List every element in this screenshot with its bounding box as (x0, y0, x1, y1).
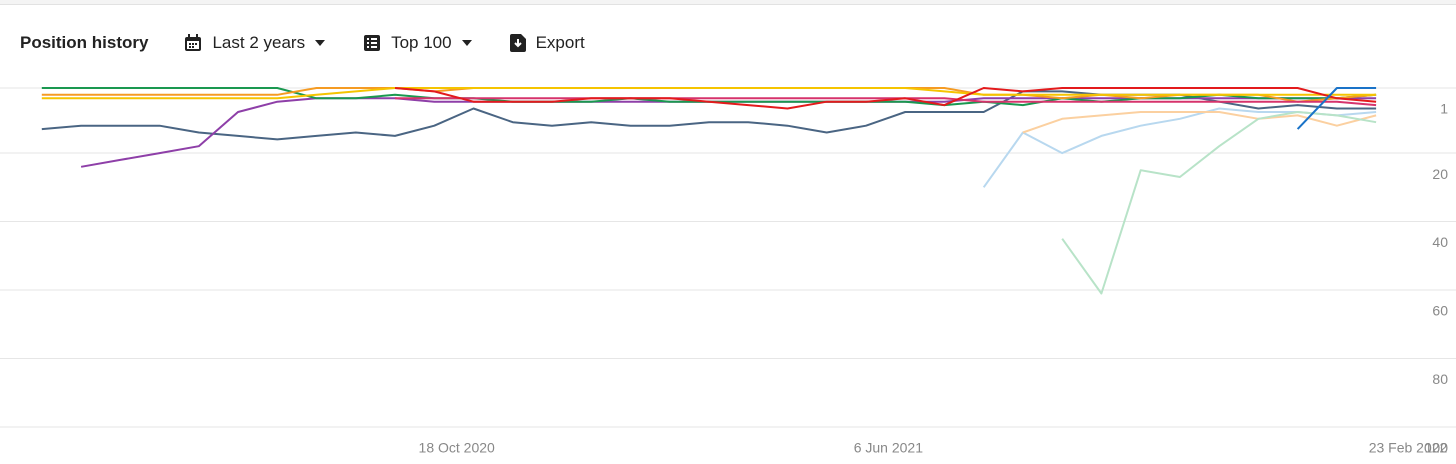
series-line (80, 97, 1377, 168)
period-dropdown[interactable]: Last 2 years (184, 33, 335, 53)
top-dropdown[interactable]: Top 100 (363, 33, 482, 53)
export-icon (509, 34, 526, 52)
top-border (0, 0, 1456, 5)
title: Position history (20, 33, 149, 52)
period-label: Last 2 years (212, 33, 306, 52)
top-label: Top 100 (391, 33, 452, 52)
y-tick-label: 80 (1432, 371, 1448, 387)
export-label: Export (535, 33, 585, 52)
export-button[interactable]: Export (509, 33, 585, 53)
y-tick-label: 40 (1432, 234, 1448, 250)
y-tick-label: 20 (1432, 166, 1448, 182)
series-line (1061, 111, 1377, 295)
caret (315, 40, 326, 46)
y-tick-label: 60 (1432, 303, 1448, 319)
y-tick-label: 1 (1440, 101, 1448, 117)
list-icon (364, 35, 381, 51)
y-tick-label: 100 (1425, 440, 1449, 456)
caret (461, 40, 472, 46)
toolbar: Position history Last 2 years Top 100 Ex… (20, 28, 613, 58)
series-line (394, 87, 1377, 110)
series-line (395, 97, 1377, 107)
series-line (41, 87, 1377, 100)
calendar-icon (185, 34, 202, 51)
x-tick-label: 23 Feb 2022 (1369, 440, 1448, 456)
series-line (1022, 111, 1377, 134)
series-line (1296, 87, 1377, 130)
x-tick-label: 18 Oct 2020 (419, 440, 495, 456)
x-tick-label: 6 Jun 2021 (854, 440, 923, 456)
